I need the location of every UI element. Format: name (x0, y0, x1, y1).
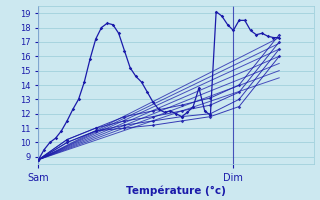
X-axis label: Température (°c): Température (°c) (126, 186, 226, 196)
